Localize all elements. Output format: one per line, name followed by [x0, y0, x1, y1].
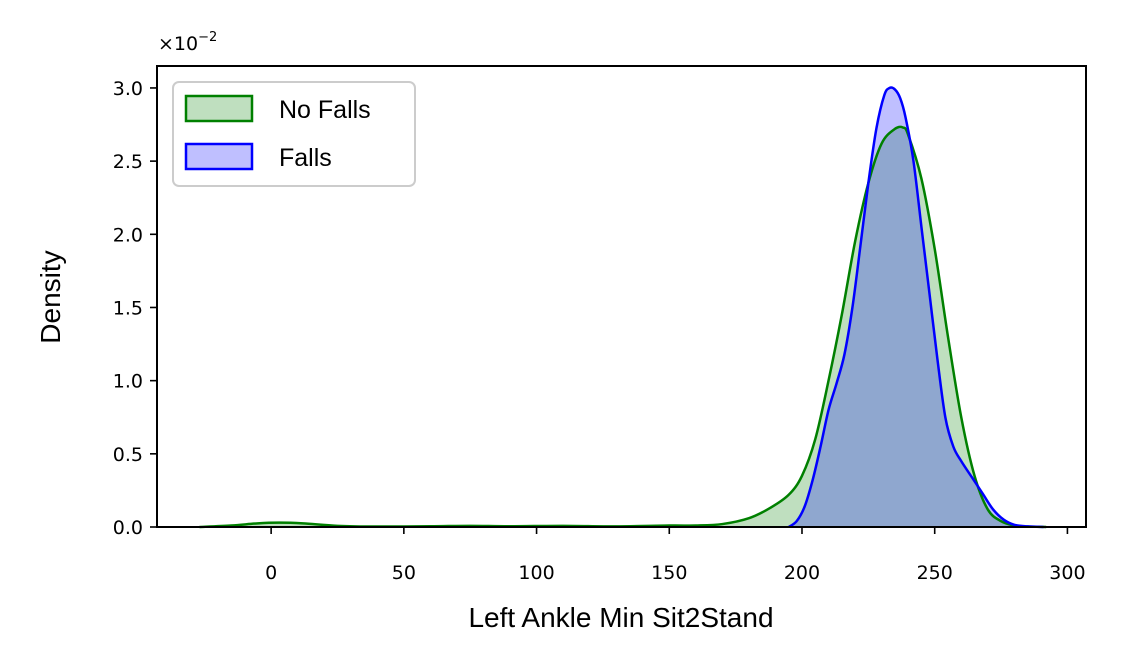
- x-tick-label: 150: [651, 562, 687, 584]
- legend-label-falls: Falls: [279, 144, 332, 172]
- density-line-falls: [787, 86, 1044, 529]
- y-tick-label: 1.5: [113, 297, 143, 319]
- legend: No Falls Falls: [172, 81, 416, 187]
- x-tick-label: 50: [392, 562, 416, 584]
- x-tick-label: 200: [784, 562, 820, 584]
- y-tick-label: 0.5: [113, 444, 143, 466]
- x-tick-label: 250: [917, 562, 953, 584]
- y-tick-label: 1.0: [113, 371, 143, 393]
- density-area-falls: [788, 87, 1044, 527]
- x-tick-label: 0: [265, 562, 277, 584]
- plot-frame: [156, 65, 1087, 528]
- y-scale-factor: ×10−2: [158, 30, 217, 55]
- legend-swatch-no-falls: [184, 94, 254, 123]
- y-tick-label: 0.0: [113, 517, 143, 539]
- x-tick-label: 100: [518, 562, 554, 584]
- y-tick-label: 2.0: [113, 224, 143, 246]
- x-tick-label: 300: [1049, 562, 1085, 584]
- legend-box: [172, 81, 416, 187]
- legend-label-no-falls: No Falls: [279, 96, 371, 124]
- x-axis-label: Left Ankle Min Sit2Stand: [468, 602, 773, 633]
- y-axis: 0.0 0.5 1.0 1.5 2.0 2.5 3.0: [113, 78, 157, 539]
- y-scale-exponent: −2: [198, 30, 217, 45]
- y-axis-label: Density: [35, 250, 66, 343]
- x-axis: 0 50 100 150 200 250 300: [265, 527, 1086, 584]
- y-tick-label: 2.5: [113, 151, 143, 173]
- y-tick-label: 3.0: [113, 78, 143, 100]
- density-area-no-falls: [199, 126, 1047, 527]
- legend-swatch-falls: [184, 142, 254, 171]
